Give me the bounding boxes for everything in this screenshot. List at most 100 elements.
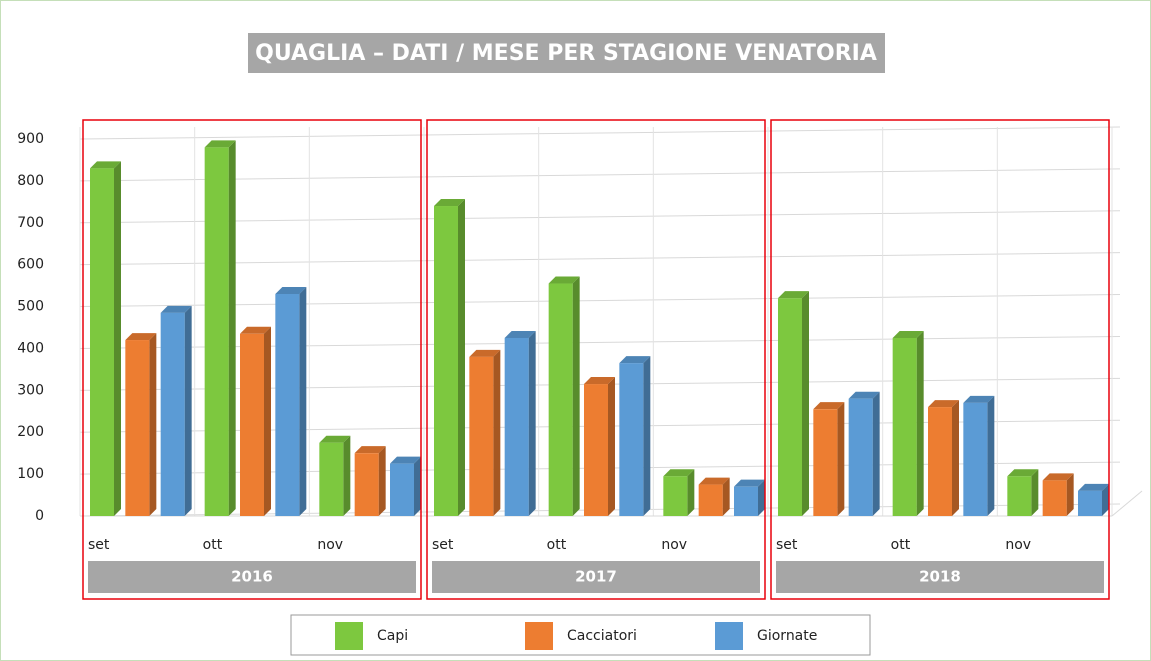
bar-top — [354, 446, 386, 454]
grid-line — [79, 168, 1121, 182]
chart-title: QUAGLIA – DATI / MESE PER STAGIONE VENAT… — [255, 41, 877, 66]
y-tick-label: 100 — [17, 466, 44, 482]
bar-side — [643, 356, 651, 516]
bar-top — [963, 395, 995, 403]
legend-label: Giornate — [757, 628, 817, 644]
y-tick-label: 500 — [17, 299, 44, 315]
bar — [90, 168, 114, 517]
bar — [390, 463, 414, 516]
bar — [469, 356, 494, 516]
bar-top — [734, 479, 765, 487]
group-label: 2017 — [575, 568, 617, 586]
bar — [354, 453, 379, 516]
group-label: 2018 — [919, 568, 961, 586]
bar-top — [434, 199, 465, 207]
bar-top — [848, 391, 880, 399]
bar-side — [414, 456, 421, 516]
bar — [698, 484, 723, 516]
bar-top — [160, 305, 192, 313]
group-frame — [82, 119, 422, 600]
y-tick-label: 900 — [17, 131, 44, 147]
grid-line — [79, 294, 1121, 308]
bar-side — [343, 435, 351, 516]
bar — [319, 442, 344, 516]
bar — [963, 402, 988, 516]
bar-side — [687, 469, 695, 516]
bar-side — [837, 402, 845, 516]
x-tick-label: nov — [1005, 537, 1031, 553]
bar-top — [1042, 473, 1074, 481]
bar-top — [548, 276, 580, 284]
bar — [1042, 480, 1067, 516]
bar — [734, 486, 758, 516]
bar-top — [1007, 469, 1039, 477]
grid-line — [79, 252, 1121, 266]
bar-top — [275, 286, 307, 294]
bar — [1078, 490, 1102, 516]
bar-top — [319, 435, 351, 443]
x-tick-label: ott — [203, 537, 223, 553]
bar — [663, 476, 688, 516]
bar — [813, 409, 838, 516]
bar-side — [299, 286, 307, 516]
x-tick-label: ott — [891, 537, 911, 553]
bar — [548, 283, 573, 516]
bar-top — [928, 400, 959, 408]
bar — [892, 337, 917, 516]
bar-side — [1102, 483, 1109, 516]
bar-side — [458, 199, 465, 516]
bar-side — [608, 377, 615, 516]
bar-top — [663, 469, 695, 477]
y-tick-label: 300 — [17, 382, 44, 398]
y-tick-label: 200 — [17, 424, 44, 440]
bar-top — [813, 402, 845, 410]
group-label-box — [88, 561, 416, 593]
y-tick-label: 800 — [17, 173, 44, 189]
bar-side — [149, 333, 157, 516]
bar-top — [125, 333, 157, 341]
legend-label: Cacciatori — [567, 628, 637, 644]
x-tick-label: ott — [547, 537, 567, 553]
bar-side — [184, 305, 192, 516]
bar-top — [240, 326, 271, 334]
bar — [240, 333, 264, 516]
bar-side — [528, 330, 536, 516]
y-tick-label: 700 — [17, 215, 44, 231]
legend-swatch — [335, 622, 363, 650]
bar — [504, 337, 529, 516]
bar-top — [584, 377, 615, 385]
bar-top — [469, 349, 501, 357]
bar-top — [698, 477, 730, 485]
y-tick-label: 0 — [35, 508, 44, 524]
bar-side — [758, 479, 765, 516]
bar — [619, 363, 644, 516]
bar-top — [90, 161, 121, 169]
bar — [928, 407, 952, 516]
bar-top — [204, 140, 236, 148]
bar-top — [778, 291, 809, 299]
bar-top — [892, 330, 924, 338]
y-tick-label: 400 — [17, 340, 44, 356]
y-tick-label: 600 — [17, 257, 44, 273]
legend-swatch — [715, 622, 743, 650]
grid-line — [79, 210, 1121, 224]
bar-side — [572, 276, 580, 516]
group-label-box — [776, 561, 1104, 593]
bar-side — [493, 349, 501, 516]
x-tick-label: set — [432, 537, 454, 553]
group-label-box — [432, 561, 760, 593]
bar-side — [114, 161, 121, 517]
bar-side — [722, 477, 730, 516]
bar — [584, 384, 608, 516]
bar-side — [916, 330, 924, 516]
bar-side — [378, 446, 386, 516]
group-frame — [770, 119, 1110, 600]
bar — [160, 312, 185, 516]
bar-top — [504, 330, 536, 338]
bar — [1007, 476, 1032, 516]
bar-side — [872, 391, 880, 516]
legend-swatch — [525, 622, 553, 650]
bar — [204, 147, 229, 516]
group-label: 2016 — [231, 568, 273, 586]
